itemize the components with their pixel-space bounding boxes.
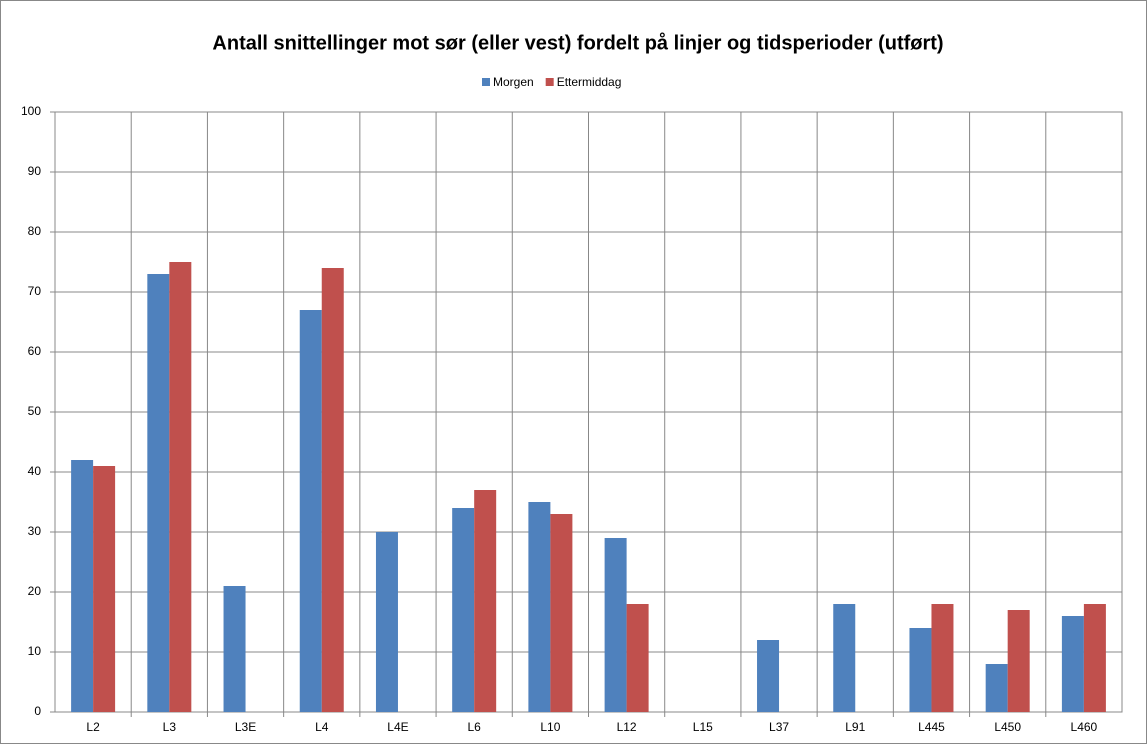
x-tick-label: L450 <box>994 720 1021 734</box>
x-tick-label: L445 <box>918 720 945 734</box>
bar <box>550 514 573 712</box>
bar <box>375 532 398 712</box>
bar <box>757 640 780 712</box>
bar <box>223 586 246 712</box>
x-tick-label: L4 <box>315 720 329 734</box>
bar <box>604 538 627 712</box>
legend-label: Ettermiddag <box>557 75 622 89</box>
chart-title: Antall snittellinger mot sør (eller vest… <box>212 31 943 54</box>
y-tick-label: 100 <box>21 104 41 118</box>
y-tick-label: 90 <box>28 164 42 178</box>
bar <box>321 268 344 712</box>
bar <box>833 604 856 712</box>
bar <box>909 628 932 712</box>
x-tick-label: L460 <box>1071 720 1098 734</box>
bar <box>1083 604 1106 712</box>
x-tick-label: L3 <box>163 720 177 734</box>
y-tick-label: 0 <box>34 704 41 718</box>
y-tick-label: 70 <box>28 284 42 298</box>
bar <box>93 466 116 712</box>
x-tick-label: L15 <box>693 720 713 734</box>
legend-swatch <box>482 78 490 86</box>
bar <box>931 604 954 712</box>
y-tick-label: 50 <box>28 404 42 418</box>
bar <box>147 274 170 712</box>
bar <box>299 310 322 712</box>
y-tick-label: 60 <box>28 344 42 358</box>
bar <box>71 460 94 712</box>
y-tick-label: 30 <box>28 524 42 538</box>
x-tick-label: L12 <box>617 720 637 734</box>
x-tick-label: L4E <box>387 720 408 734</box>
bar <box>528 502 551 712</box>
x-tick-label: L2 <box>86 720 100 734</box>
x-tick-label: L10 <box>540 720 560 734</box>
bar <box>985 664 1008 712</box>
bar <box>169 262 192 712</box>
y-tick-label: 10 <box>28 644 42 658</box>
x-tick-label: L91 <box>845 720 865 734</box>
bar <box>474 490 497 712</box>
x-tick-label: L3E <box>235 720 256 734</box>
legend-label: Morgen <box>493 75 534 89</box>
y-tick-label: 40 <box>28 464 42 478</box>
bar <box>626 604 649 712</box>
legend-swatch <box>545 78 554 86</box>
x-tick-label: L37 <box>769 720 789 734</box>
bar <box>1007 610 1030 712</box>
y-tick-label: 20 <box>28 584 42 598</box>
y-tick-label: 80 <box>28 224 42 238</box>
bar <box>1061 616 1084 712</box>
bar <box>452 508 475 712</box>
x-tick-label: L6 <box>467 720 481 734</box>
